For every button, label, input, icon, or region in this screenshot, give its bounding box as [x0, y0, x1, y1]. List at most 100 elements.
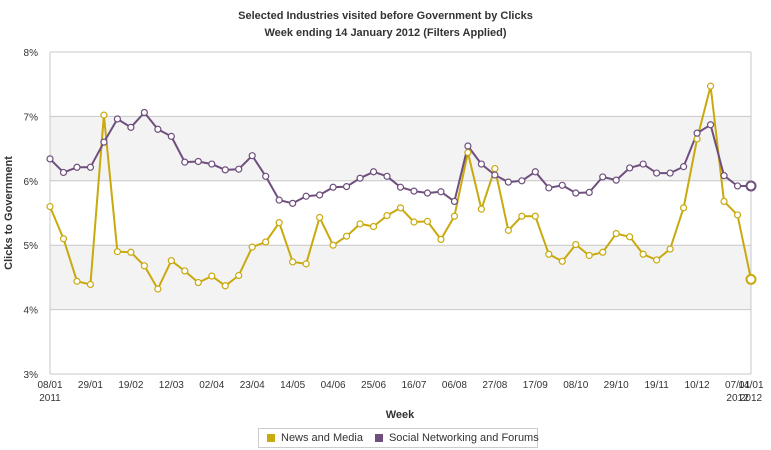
data-point-social-networking[interactable]: [450, 197, 459, 206]
data-point-news-and-media[interactable]: [410, 218, 418, 226]
data-point-news-and-media[interactable]: [369, 222, 378, 231]
data-point-news-and-media[interactable]: [140, 262, 148, 270]
data-point-social-networking[interactable]: [329, 183, 337, 191]
data-point-social-networking[interactable]: [127, 123, 135, 131]
data-point-social-networking[interactable]: [477, 160, 485, 168]
data-point-news-and-media[interactable]: [612, 230, 620, 238]
data-point-social-networking[interactable]: [410, 187, 418, 195]
data-point-news-and-media[interactable]: [504, 226, 512, 234]
data-point-social-networking[interactable]: [639, 160, 647, 168]
data-point-news-and-media[interactable]: [437, 235, 445, 244]
data-point-news-and-media[interactable]: [275, 219, 283, 227]
data-point-social-networking[interactable]: [558, 181, 566, 189]
data-point-news-and-media[interactable]: [706, 82, 715, 90]
data-point-social-networking[interactable]: [316, 191, 324, 199]
data-point-social-networking[interactable]: [437, 188, 445, 196]
data-point-social-networking[interactable]: [464, 142, 472, 150]
data-point-news-and-media[interactable]: [693, 135, 701, 143]
data-point-social-networking[interactable]: [208, 160, 216, 168]
data-point-social-networking[interactable]: [599, 173, 607, 181]
data-point-social-networking[interactable]: [342, 182, 351, 191]
data-point-social-networking[interactable]: [248, 152, 256, 160]
data-point-social-networking[interactable]: [653, 169, 661, 177]
data-point-news-and-media[interactable]: [720, 197, 728, 206]
data-point-news-and-media[interactable]: [599, 248, 607, 256]
data-point-news-and-media[interactable]: [396, 204, 405, 212]
data-point-social-networking[interactable]: [396, 183, 405, 191]
data-point-news-and-media[interactable]: [59, 235, 68, 243]
data-point-news-and-media[interactable]: [329, 241, 337, 249]
data-point-social-networking[interactable]: [572, 189, 580, 197]
data-point-news-and-media[interactable]: [86, 280, 95, 289]
data-point-social-networking[interactable]: [693, 129, 701, 137]
data-point-social-networking[interactable]: [262, 172, 270, 180]
data-point-news-and-media[interactable]: [572, 240, 580, 249]
data-point-social-networking[interactable]: [491, 171, 499, 179]
data-point-social-networking[interactable]: [745, 180, 757, 192]
data-point-news-and-media[interactable]: [558, 257, 566, 265]
data-point-news-and-media[interactable]: [531, 212, 539, 220]
data-point-news-and-media[interactable]: [100, 111, 108, 119]
data-point-news-and-media[interactable]: [154, 285, 162, 293]
data-point-social-networking[interactable]: [86, 163, 95, 171]
data-point-news-and-media[interactable]: [73, 277, 81, 285]
data-point-news-and-media[interactable]: [113, 248, 122, 256]
data-point-news-and-media[interactable]: [733, 211, 742, 219]
data-point-news-and-media[interactable]: [477, 205, 485, 213]
data-point-social-networking[interactable]: [666, 169, 674, 177]
data-point-social-networking[interactable]: [275, 196, 283, 204]
data-point-news-and-media[interactable]: [127, 248, 135, 256]
data-point-social-networking[interactable]: [612, 176, 620, 184]
data-point-news-and-media[interactable]: [248, 243, 256, 251]
data-point-social-networking[interactable]: [706, 121, 715, 129]
data-point-news-and-media[interactable]: [167, 257, 175, 265]
data-point-news-and-media[interactable]: [356, 220, 364, 228]
data-point-news-and-media[interactable]: [316, 213, 324, 222]
data-point-news-and-media[interactable]: [639, 250, 647, 258]
data-point-social-networking[interactable]: [626, 164, 634, 172]
data-point-news-and-media[interactable]: [46, 202, 54, 211]
data-point-social-networking[interactable]: [73, 163, 81, 171]
legend-item-news-and-media[interactable]: News and Media: [267, 432, 363, 444]
data-point-social-networking[interactable]: [302, 192, 310, 200]
data-point-social-networking[interactable]: [167, 132, 175, 140]
data-point-social-networking[interactable]: [356, 174, 364, 182]
data-point-news-and-media[interactable]: [518, 212, 526, 220]
data-point-social-networking[interactable]: [140, 108, 148, 117]
data-point-social-networking[interactable]: [518, 177, 526, 185]
data-point-news-and-media[interactable]: [235, 271, 243, 280]
data-point-news-and-media[interactable]: [450, 212, 459, 220]
data-point-social-networking[interactable]: [423, 189, 432, 197]
data-point-social-networking[interactable]: [100, 138, 108, 146]
data-point-social-networking[interactable]: [585, 188, 593, 196]
data-point-social-networking[interactable]: [59, 168, 68, 177]
data-point-news-and-media[interactable]: [653, 256, 661, 264]
data-point-social-networking[interactable]: [369, 168, 378, 176]
data-point-news-and-media[interactable]: [221, 282, 229, 290]
data-point-news-and-media[interactable]: [464, 148, 472, 157]
data-point-social-networking[interactable]: [504, 178, 512, 186]
data-point-social-networking[interactable]: [383, 172, 391, 180]
data-point-news-and-media[interactable]: [194, 278, 202, 287]
data-point-social-networking[interactable]: [181, 158, 189, 166]
data-point-news-and-media[interactable]: [262, 238, 270, 246]
data-point-news-and-media[interactable]: [491, 164, 499, 173]
data-point-news-and-media[interactable]: [289, 258, 297, 266]
data-point-social-networking[interactable]: [221, 166, 229, 174]
data-point-news-and-media[interactable]: [626, 233, 634, 241]
data-point-social-networking[interactable]: [531, 168, 539, 176]
data-point-social-networking[interactable]: [733, 182, 742, 190]
data-point-news-and-media[interactable]: [666, 245, 674, 253]
data-point-news-and-media[interactable]: [208, 272, 216, 280]
data-point-social-networking[interactable]: [113, 115, 122, 123]
data-point-news-and-media[interactable]: [679, 204, 688, 212]
data-point-social-networking[interactable]: [46, 155, 54, 163]
data-point-news-and-media[interactable]: [745, 273, 757, 285]
data-point-social-networking[interactable]: [235, 165, 243, 173]
data-point-social-networking[interactable]: [545, 184, 553, 192]
data-point-social-networking[interactable]: [154, 125, 162, 133]
data-point-news-and-media[interactable]: [302, 260, 310, 268]
data-point-news-and-media[interactable]: [585, 251, 593, 260]
data-point-social-networking[interactable]: [289, 199, 297, 207]
data-point-social-networking[interactable]: [679, 163, 688, 171]
